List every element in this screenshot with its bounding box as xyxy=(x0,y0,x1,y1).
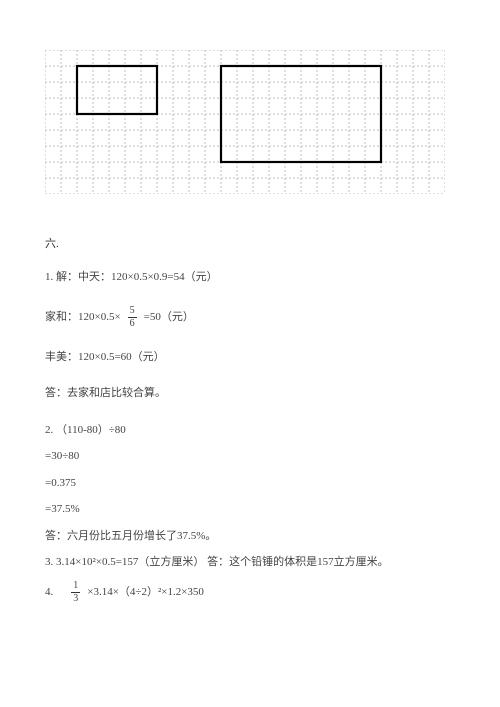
q3-line: 3. 3.14×10²×0.5=157（立方厘米） 答：这个铅锤的体积是157立… xyxy=(45,554,455,571)
q1-line2-prefix: 家和：120×0.5× xyxy=(45,309,121,326)
q2-line4: =37.5% xyxy=(45,501,455,518)
section-six-heading: 六. xyxy=(45,235,455,251)
q1-answer: 答：去家和店比较合算。 xyxy=(45,385,455,402)
q4-line: 4. 1 3 ×3.14×（4÷2）²×1.2×350 xyxy=(45,581,455,604)
q1-line3: 丰美：120×0.5=60（元） xyxy=(45,349,455,366)
q2-line2: =30÷80 xyxy=(45,448,455,465)
fraction-denominator: 6 xyxy=(128,318,137,329)
fraction-numerator: 5 xyxy=(128,306,137,318)
fraction-numerator: 1 xyxy=(71,581,80,593)
fraction-5-6: 5 6 xyxy=(128,306,137,329)
fraction-denominator: 3 xyxy=(71,593,80,604)
q1-line2: 家和：120×0.5× 5 6 =50（元） xyxy=(45,306,455,329)
q1-line2-suffix: =50（元） xyxy=(144,309,194,326)
q1-line1: 1. 解：中天：120×0.5×0.9=54（元） xyxy=(45,269,455,286)
grid-svg xyxy=(45,50,445,194)
q4-suffix: ×3.14×（4÷2）²×1.2×350 xyxy=(87,584,204,601)
q2-line3: =0.375 xyxy=(45,475,455,492)
q2-answer: 答：六月份比五月份增长了37.5%。 xyxy=(45,528,455,545)
q4-prefix: 4. xyxy=(45,584,64,601)
q2-line1: 2. （110-80）÷80 xyxy=(45,422,455,439)
grid-diagram xyxy=(45,50,445,200)
fraction-1-3: 1 3 xyxy=(71,581,80,604)
